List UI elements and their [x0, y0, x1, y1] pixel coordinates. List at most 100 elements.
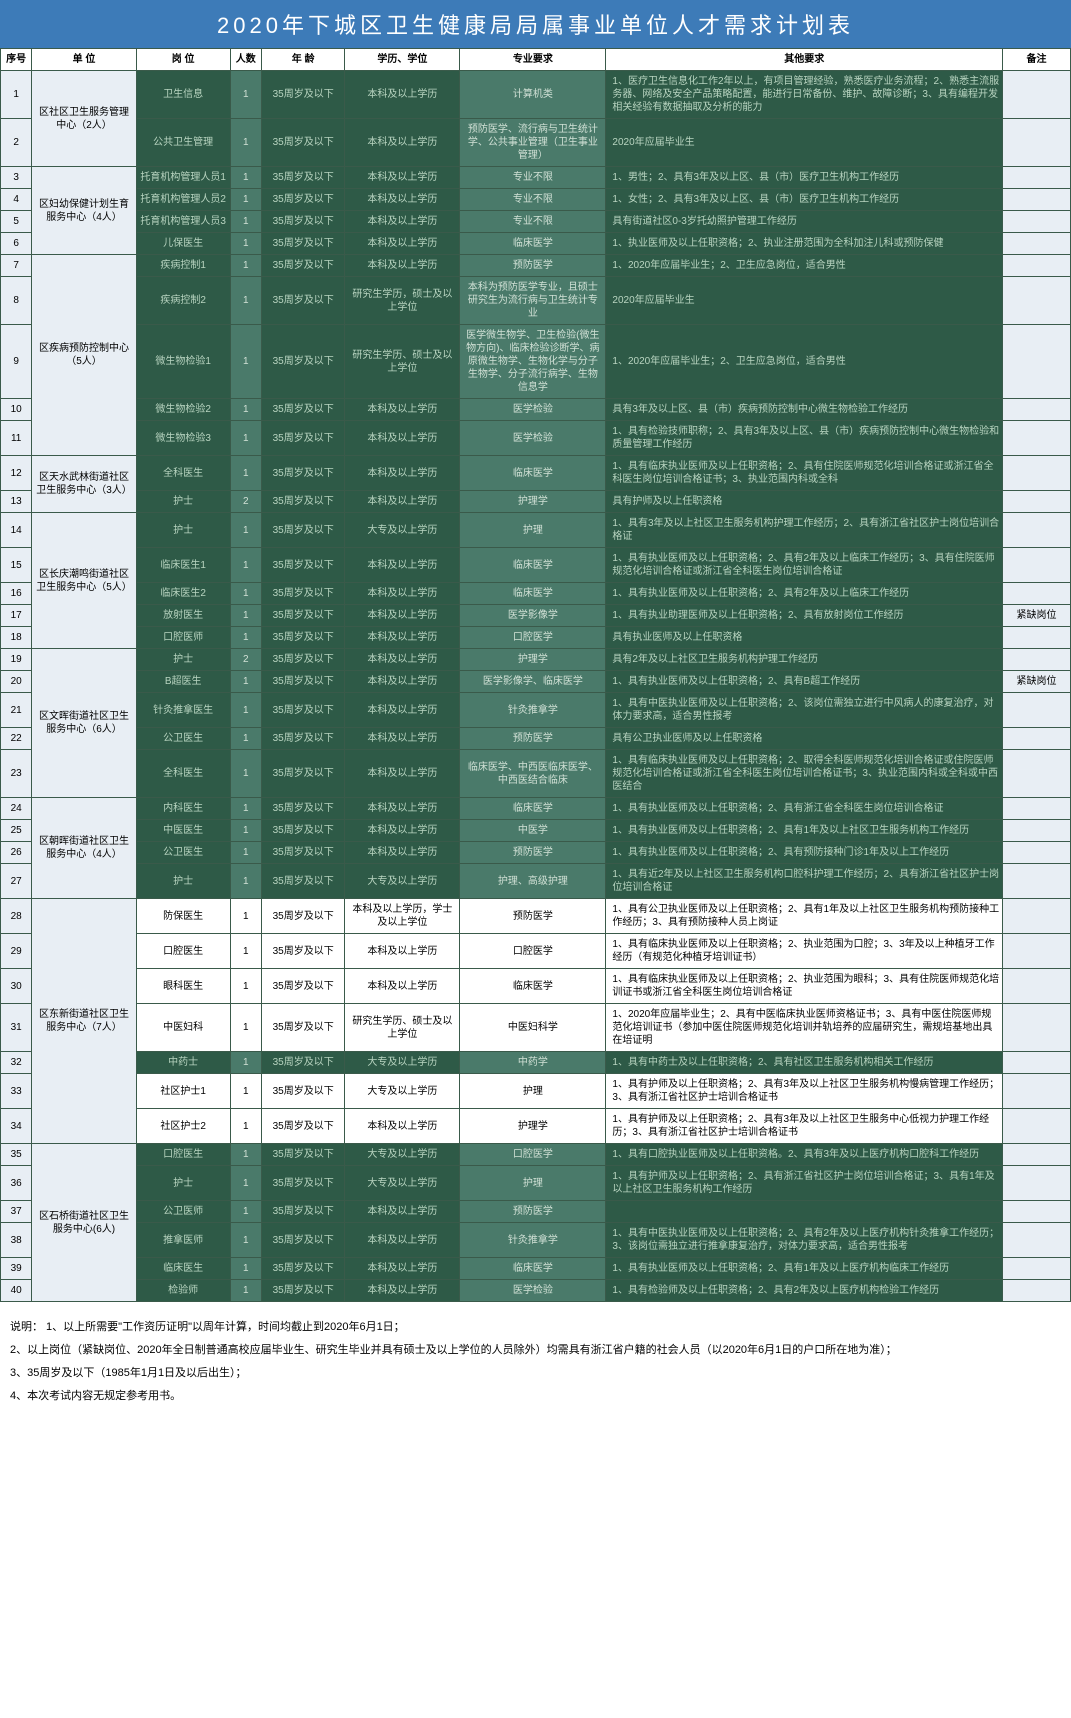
major-cell: 预防医学 — [460, 842, 606, 864]
edu-cell: 大专及以上学历 — [345, 1052, 460, 1074]
edu-cell: 本科及以上学历 — [345, 798, 460, 820]
other-cell: 具有公卫执业医师及以上任职资格 — [606, 728, 1003, 750]
major-cell: 预防医学 — [460, 728, 606, 750]
other-cell: 1、具有临床执业医师及以上任职资格；2、取得全科医师规范化培训合格证或住院医师规… — [606, 750, 1003, 798]
major-cell: 专业不限 — [460, 167, 606, 189]
age-cell: 35周岁及以下 — [261, 421, 345, 456]
unit-cell: 区长庆潮鸣街道社区卫生服务中心（5人） — [32, 513, 136, 649]
position-cell: 中药士 — [136, 1052, 230, 1074]
position-cell: 临床医生2 — [136, 583, 230, 605]
table-row: 15临床医生1135周岁及以下本科及以上学历临床医学1、具有执业医师及以上任职资… — [1, 548, 1071, 583]
remark-cell — [1003, 233, 1071, 255]
age-cell: 35周岁及以下 — [261, 934, 345, 969]
major-cell: 护理学 — [460, 1109, 606, 1144]
table-row: 9微生物检验1135周岁及以下研究生学历、硕士及以上学位医学微生物学、卫生检验(… — [1, 325, 1071, 399]
remark-cell — [1003, 693, 1071, 728]
age-cell: 35周岁及以下 — [261, 969, 345, 1004]
seq-cell: 14 — [1, 513, 32, 548]
edu-cell: 研究生学历、硕士及以上学位 — [345, 325, 460, 399]
other-cell: 1、具有临床执业医师及以上任职资格；2、执业范围为口腔；3、3年及以上种植牙工作… — [606, 934, 1003, 969]
remark-cell — [1003, 728, 1071, 750]
edu-cell: 本科及以上学历 — [345, 969, 460, 1004]
remark-cell — [1003, 1258, 1071, 1280]
position-cell: 护士 — [136, 649, 230, 671]
seq-cell: 30 — [1, 969, 32, 1004]
seq-cell: 23 — [1, 750, 32, 798]
unit-cell: 区石桥街道社区卫生服务中心(6人) — [32, 1144, 136, 1302]
age-cell: 35周岁及以下 — [261, 899, 345, 934]
edu-cell: 大专及以上学历 — [345, 513, 460, 548]
remark-cell — [1003, 649, 1071, 671]
other-cell: 1、执业医师及以上任职资格；2、执业注册范围为全科加注儿科或预防保健 — [606, 233, 1003, 255]
position-cell: 托育机构管理人员2 — [136, 189, 230, 211]
edu-cell: 本科及以上学历 — [345, 750, 460, 798]
edu-cell: 本科及以上学历 — [345, 233, 460, 255]
age-cell: 35周岁及以下 — [261, 513, 345, 548]
table-row: 12区天水武林街道社区卫生服务中心（3人）全科医生135周岁及以下本科及以上学历… — [1, 456, 1071, 491]
seq-cell: 21 — [1, 693, 32, 728]
other-cell: 1、具有护师及以上任职资格；2、具有浙江省社区护士岗位培训合格证；3、具有1年及… — [606, 1166, 1003, 1201]
age-cell: 35周岁及以下 — [261, 750, 345, 798]
position-cell: 放射医生 — [136, 605, 230, 627]
seq-cell: 4 — [1, 189, 32, 211]
edu-cell: 本科及以上学历 — [345, 728, 460, 750]
notes-section: 说明： 1、以上所需要"工作资历证明"以周年计算，时间均截止到2020年6月1日… — [0, 1302, 1071, 1419]
note-2: 2、以上岗位（紧缺岗位、2020年全日制普通高校应届毕业生、研究生毕业并具有硕士… — [10, 1340, 1061, 1361]
seq-cell: 16 — [1, 583, 32, 605]
remark-cell — [1003, 1004, 1071, 1052]
major-cell: 计算机类 — [460, 71, 606, 119]
major-cell: 预防医学 — [460, 1201, 606, 1223]
age-cell: 35周岁及以下 — [261, 119, 345, 167]
major-cell: 医学检验 — [460, 1280, 606, 1302]
position-cell: 中医医生 — [136, 820, 230, 842]
table-row: 10微生物检验2135周岁及以下本科及以上学历医学检验具有3年及以上区、县（市）… — [1, 399, 1071, 421]
remark-cell — [1003, 548, 1071, 583]
table-row: 14区长庆潮鸣街道社区卫生服务中心（5人）护士135周岁及以下大专及以上学历护理… — [1, 513, 1071, 548]
other-cell: 1、具有中医执业医师及以上任职资格；2、该岗位需独立进行中风病人的康复治疗，对体… — [606, 693, 1003, 728]
other-cell: 具有3年及以上区、县（市）疾病预防控制中心微生物检验工作经历 — [606, 399, 1003, 421]
other-cell: 1、男性；2、具有3年及以上区、县（市）医疗卫生机构工作经历 — [606, 167, 1003, 189]
edu-cell: 本科及以上学历 — [345, 167, 460, 189]
count-cell: 2 — [230, 649, 261, 671]
other-cell: 具有护师及以上任职资格 — [606, 491, 1003, 513]
age-cell: 35周岁及以下 — [261, 605, 345, 627]
age-cell: 35周岁及以下 — [261, 399, 345, 421]
age-cell: 35周岁及以下 — [261, 1166, 345, 1201]
position-cell: 口腔医生 — [136, 934, 230, 969]
edu-cell: 本科及以上学历 — [345, 934, 460, 969]
seq-cell: 38 — [1, 1223, 32, 1258]
count-cell: 1 — [230, 1280, 261, 1302]
major-cell: 临床医学 — [460, 583, 606, 605]
major-cell: 医学检验 — [460, 399, 606, 421]
position-cell: 护士 — [136, 513, 230, 548]
table-row: 24区朝晖街道社区卫生服务中心（4人）内科医生135周岁及以下本科及以上学历临床… — [1, 798, 1071, 820]
seq-cell: 3 — [1, 167, 32, 189]
count-cell: 1 — [230, 1166, 261, 1201]
major-cell: 口腔医学 — [460, 1144, 606, 1166]
col-seq: 序号 — [1, 49, 32, 71]
other-cell: 1、具有执业助理医师及以上任职资格；2、具有放射岗位工作经历 — [606, 605, 1003, 627]
count-cell: 1 — [230, 605, 261, 627]
position-cell: 儿保医生 — [136, 233, 230, 255]
other-cell: 2020年应届毕业生 — [606, 119, 1003, 167]
major-cell: 针灸推拿学 — [460, 693, 606, 728]
seq-cell: 25 — [1, 820, 32, 842]
other-cell: 1、具有执业医师及以上任职资格；2、具有1年及以上社区卫生服务机构工作经历 — [606, 820, 1003, 842]
edu-cell: 研究生学历，硕士及以上学位 — [345, 277, 460, 325]
talent-table: 序号 单 位 岗 位 人数 年 龄 学历、学位 专业要求 其他要求 备注 1区社… — [0, 48, 1071, 1302]
major-cell: 临床医学 — [460, 1258, 606, 1280]
seq-cell: 18 — [1, 627, 32, 649]
major-cell: 预防医学、流行病与卫生统计学、公共事业管理（卫生事业管理） — [460, 119, 606, 167]
position-cell: 疾病控制1 — [136, 255, 230, 277]
major-cell: 口腔医学 — [460, 934, 606, 969]
unit-cell: 区疾病预防控制中心（5人） — [32, 255, 136, 456]
table-row: 6儿保医生135周岁及以下本科及以上学历临床医学1、执业医师及以上任职资格；2、… — [1, 233, 1071, 255]
major-cell: 临床医学 — [460, 233, 606, 255]
count-cell: 1 — [230, 583, 261, 605]
remark-cell — [1003, 627, 1071, 649]
major-cell: 针灸推拿学 — [460, 1223, 606, 1258]
seq-cell: 8 — [1, 277, 32, 325]
table-row: 36护士135周岁及以下大专及以上学历护理1、具有护师及以上任职资格；2、具有浙… — [1, 1166, 1071, 1201]
table-row: 33社区护士1135周岁及以下大专及以上学历护理1、具有护师及以上任职资格；2、… — [1, 1074, 1071, 1109]
major-cell: 预防医学 — [460, 899, 606, 934]
